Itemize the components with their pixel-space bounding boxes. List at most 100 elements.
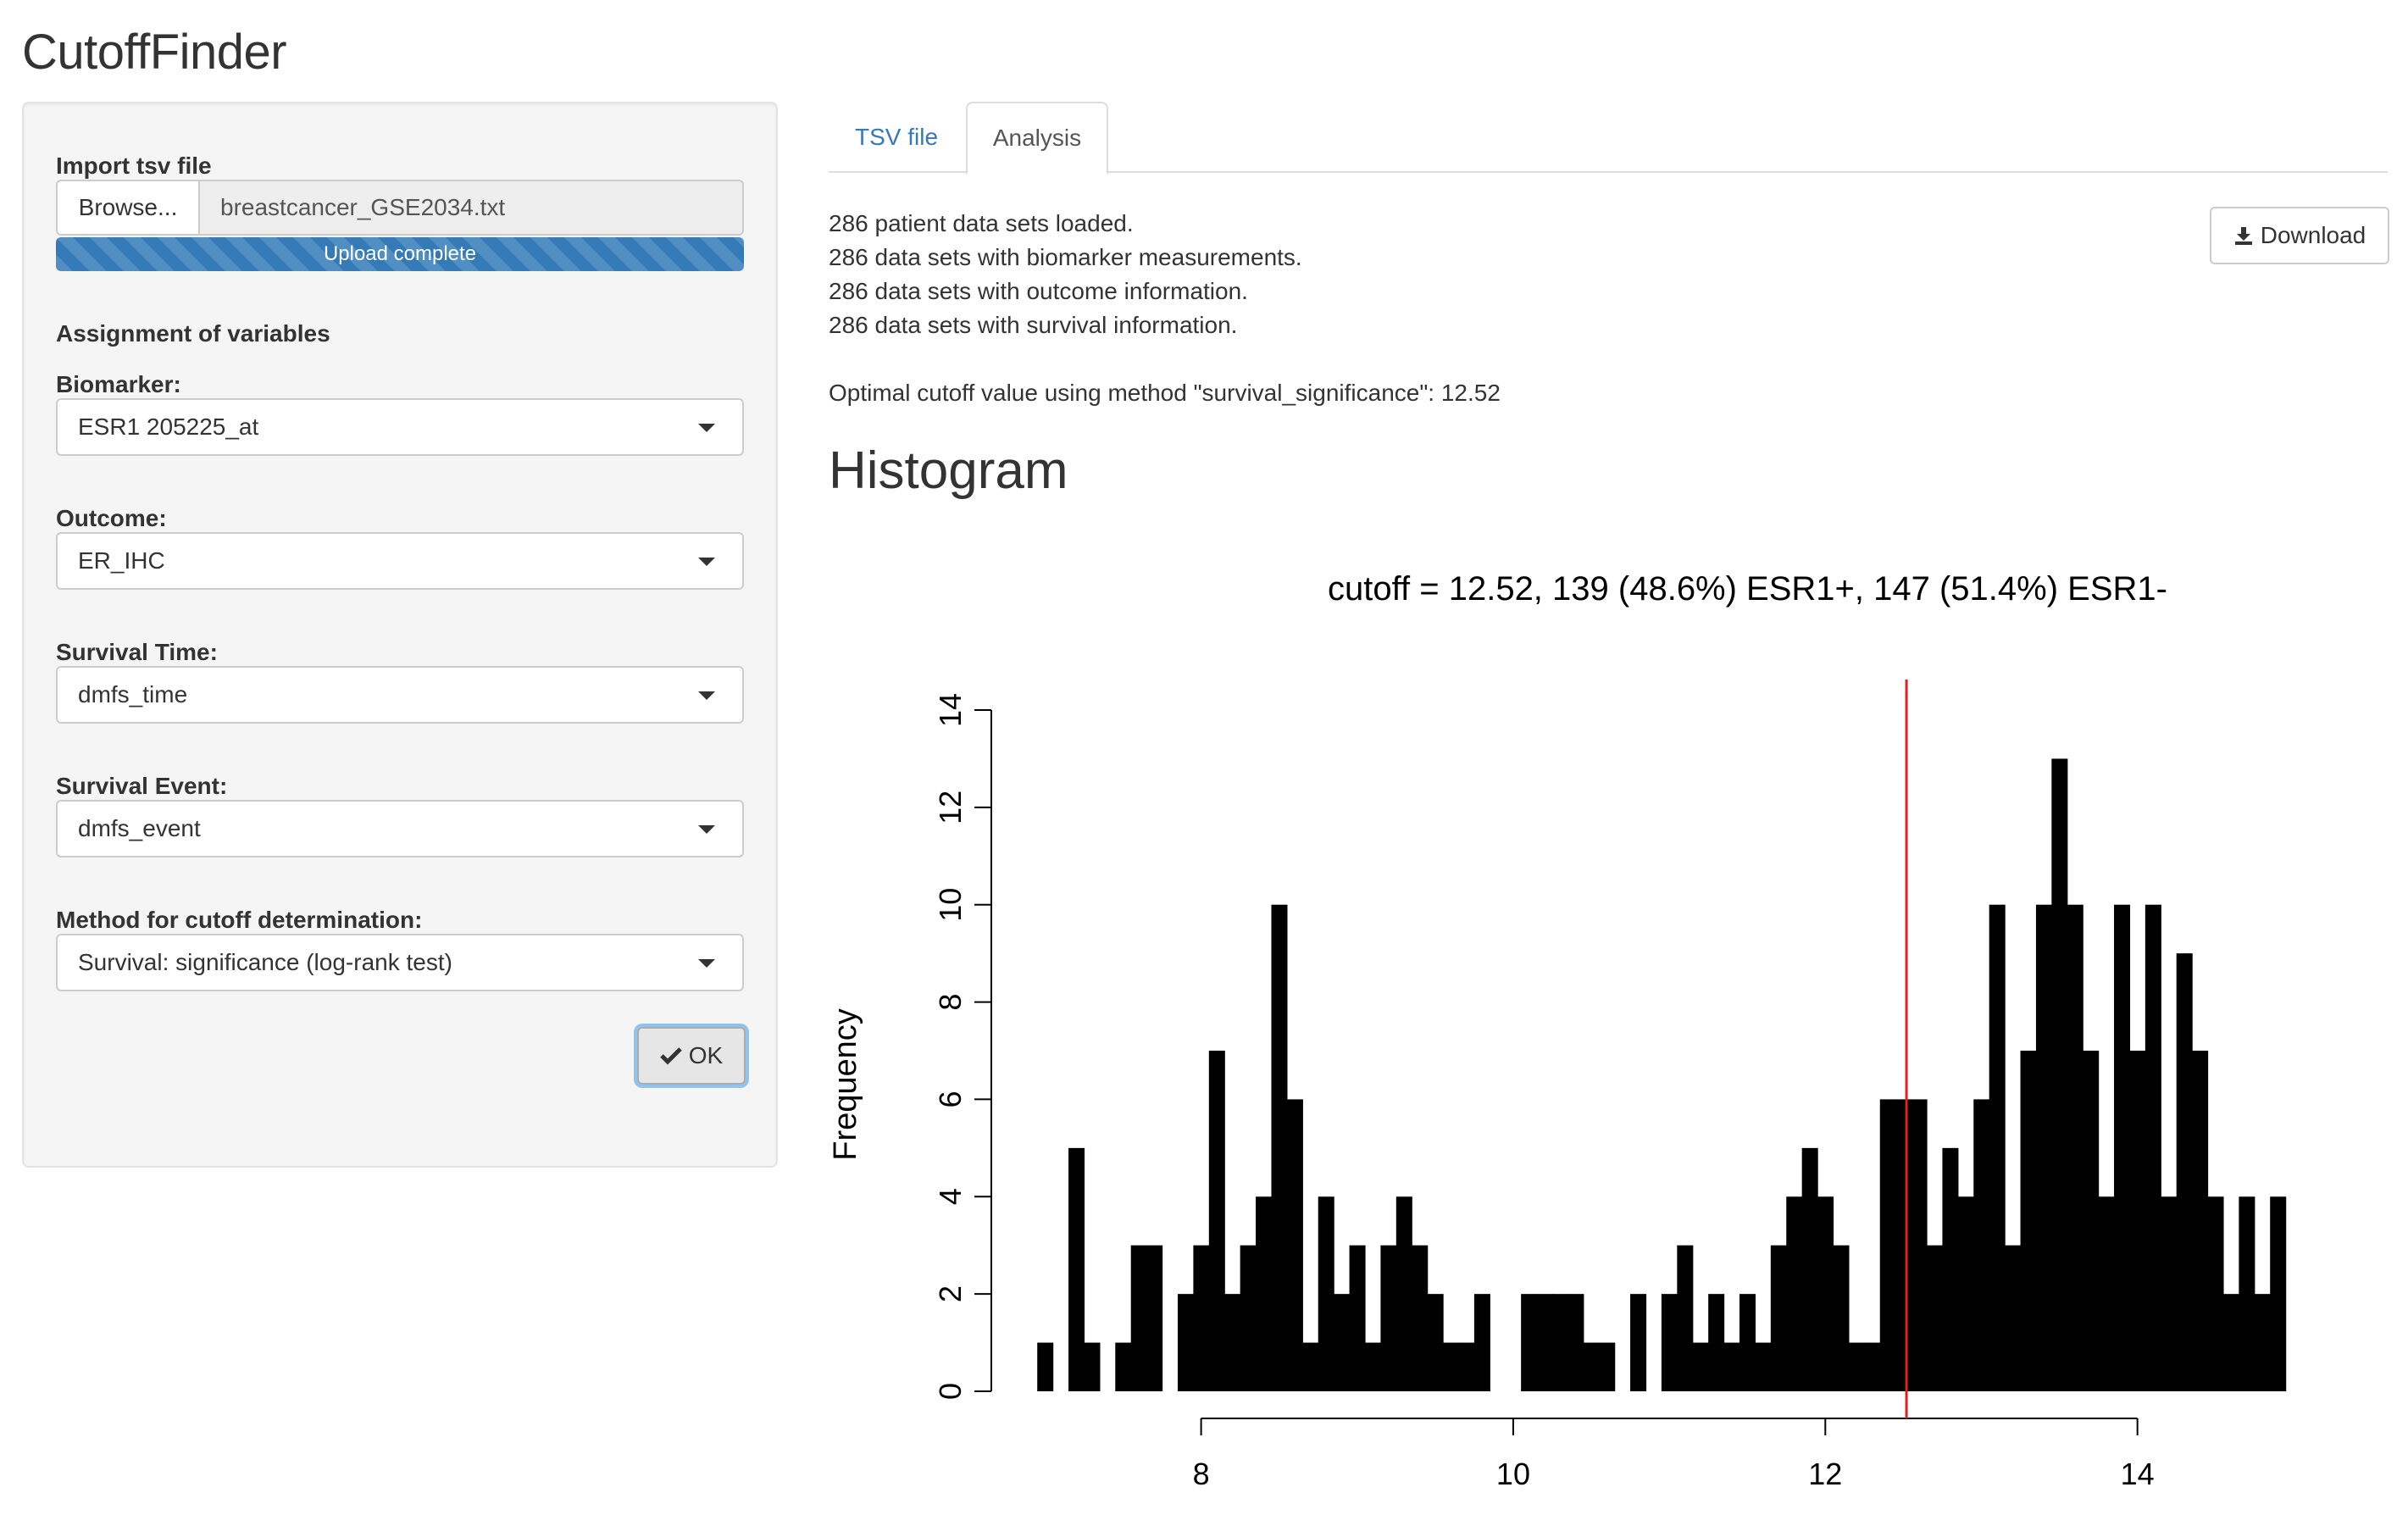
survival-time-select[interactable]: dmfs_time [56,666,744,724]
histogram-bar [2067,904,2083,1391]
y-tick-label: 4 [933,1188,968,1205]
histogram-bar [1770,1245,1787,1391]
histogram-bar [1256,1196,1273,1391]
y-tick-label: 6 [933,1090,968,1107]
histogram-bar [1130,1245,1147,1391]
histogram-bar [1286,1099,1303,1391]
histogram-bar [2098,1196,2115,1391]
x-tick-label: 10 [1496,1457,1530,1491]
histogram-bar [1318,1196,1334,1391]
x-tick-label: 14 [2121,1457,2155,1491]
download-button[interactable]: Download [2210,207,2389,264]
outcome-select[interactable]: ER_IHC [56,532,744,590]
histogram-bar [1567,1294,1584,1391]
y-tick-label: 8 [933,994,968,1011]
ok-button[interactable]: OK [637,1027,746,1085]
histogram-bar [1895,1099,1912,1391]
method-select[interactable]: Survival: significance (log-rank test) [56,934,744,991]
histogram-bar [1599,1342,1616,1391]
info-line: 286 data sets with biomarker measurement… [829,244,1302,270]
histogram-bar [1755,1342,1772,1391]
histogram-bar [1692,1342,1709,1391]
outcome-label: Outcome: [56,505,167,531]
histogram-bar [1801,1147,1818,1391]
ok-label: OK [688,1042,724,1068]
histogram-bar [1848,1342,1865,1391]
histogram-bar [1412,1245,1429,1391]
caret-down-icon [698,558,715,566]
biomarker-select[interactable]: ESR1 205225_at [56,398,744,456]
histogram-bar [2005,1245,2022,1391]
histogram-bar [1395,1196,1412,1391]
download-label: Download [2260,222,2366,248]
biomarker-label: Biomarker: [56,371,181,397]
y-tick-label: 2 [933,1285,968,1302]
x-tick-label: 8 [1193,1457,1210,1491]
survival-event-value: dmfs_event [78,815,201,841]
caret-down-icon [698,825,715,834]
histogram-bar [2129,1051,2146,1391]
histogram-bar [2051,758,2068,1391]
histogram-bar [2239,1196,2255,1391]
histogram-bar [1349,1245,1366,1391]
browse-button[interactable]: Browse... [56,180,200,236]
tab-bar: TSV file Analysis [829,102,2388,175]
file-name-field[interactable]: breastcancer_GSE2034.txt [198,180,744,236]
tab-tsv-file[interactable]: TSV file [854,124,939,150]
histogram-bar [1271,904,1288,1391]
histogram-bar [1739,1294,1756,1391]
histogram-bar [1927,1245,1944,1391]
download-icon [2234,227,2252,245]
survival-event-label: Survival Event: [56,773,228,799]
histogram-bar [1723,1342,1740,1391]
y-axis-label: Frequency [828,1008,863,1161]
histogram-bar [1084,1342,1101,1391]
histogram-bar [1037,1342,1054,1391]
import-label: Import tsv file [56,153,212,179]
info-line: 286 data sets with survival information. [829,312,1238,338]
histogram-bar [1193,1245,1210,1391]
survival-time-label: Survival Time: [56,639,218,665]
histogram-bar [1677,1245,1694,1391]
sidebar-panel: Import tsv file Browse... breastcancer_G… [22,102,778,1168]
histogram-bar [1380,1245,1397,1391]
histogram-bar [1146,1245,1163,1391]
histogram-bar [2083,1051,2100,1391]
caret-down-icon [698,691,715,700]
tab-analysis[interactable]: Analysis [966,102,1108,175]
histogram-bar [1973,1099,1990,1391]
y-tick-label: 12 [933,791,968,824]
histogram-bar [1536,1294,1553,1391]
histogram-bar [1864,1342,1881,1391]
histogram-bar [1817,1196,1834,1391]
caret-down-icon [698,424,715,432]
assignment-heading: Assignment of variables [56,320,330,347]
method-label: Method for cutoff determination: [56,907,423,933]
histogram-bar [2161,1196,2178,1391]
histogram-bar [1208,1051,1225,1391]
histogram-bar [1364,1342,1381,1391]
histogram-bar [1458,1342,1475,1391]
histogram-bar [1661,1294,1678,1391]
histogram-chart: cutoff = 12.52, 139 (48.6%) ESR1+, 147 (… [828,570,2287,1491]
histogram-bar [1551,1294,1569,1391]
histogram-heading: Histogram [829,441,1068,500]
survival-time-value: dmfs_time [78,681,188,708]
histogram-bar [1240,1245,1257,1391]
checkmark-icon [659,1047,682,1065]
biomarker-value: ESR1 205225_at [78,413,259,440]
survival-event-select[interactable]: dmfs_event [56,800,744,857]
histogram-bar [1177,1294,1194,1391]
histogram-bar [1443,1342,1460,1391]
histogram-bar [1942,1147,1959,1391]
histogram-bar [1989,904,2006,1391]
histogram-bar [2035,904,2052,1391]
histogram-bar [2207,1196,2224,1391]
caret-down-icon [698,959,715,968]
outcome-value: ER_IHC [78,547,165,574]
histogram-bar [1068,1147,1085,1391]
histogram-bar [2144,904,2161,1391]
y-tick-label: 14 [933,693,968,727]
app-title: CutoffFinder [22,25,287,80]
info-line: 286 patient data sets loaded. [829,210,1134,236]
